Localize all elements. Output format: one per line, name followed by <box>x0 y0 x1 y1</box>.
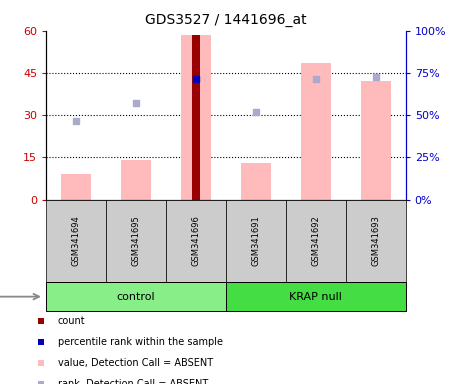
Bar <box>286 200 346 282</box>
Text: GSM341694: GSM341694 <box>71 215 81 266</box>
Text: GSM341693: GSM341693 <box>371 215 380 266</box>
Bar <box>181 35 211 200</box>
Bar <box>61 174 91 200</box>
Bar <box>226 282 406 311</box>
Bar <box>192 35 200 200</box>
Bar <box>46 282 226 311</box>
Text: count: count <box>58 316 85 326</box>
Text: rank, Detection Call = ABSENT: rank, Detection Call = ABSENT <box>58 379 208 384</box>
Text: percentile rank within the sample: percentile rank within the sample <box>58 337 223 347</box>
Text: value, Detection Call = ABSENT: value, Detection Call = ABSENT <box>58 358 213 368</box>
Text: KRAP null: KRAP null <box>290 291 342 302</box>
Bar <box>301 63 331 200</box>
Text: GSM341692: GSM341692 <box>311 215 320 266</box>
Title: GDS3527 / 1441696_at: GDS3527 / 1441696_at <box>145 13 307 27</box>
Bar <box>346 200 406 282</box>
Text: control: control <box>117 291 155 302</box>
Bar <box>121 160 151 200</box>
Bar <box>166 200 226 282</box>
Bar <box>361 81 390 200</box>
Text: GSM341691: GSM341691 <box>251 215 260 266</box>
Bar <box>226 200 286 282</box>
Bar <box>106 200 166 282</box>
Text: GSM341695: GSM341695 <box>131 215 141 266</box>
Bar <box>241 163 271 200</box>
Bar <box>46 200 106 282</box>
Text: GSM341696: GSM341696 <box>191 215 201 266</box>
